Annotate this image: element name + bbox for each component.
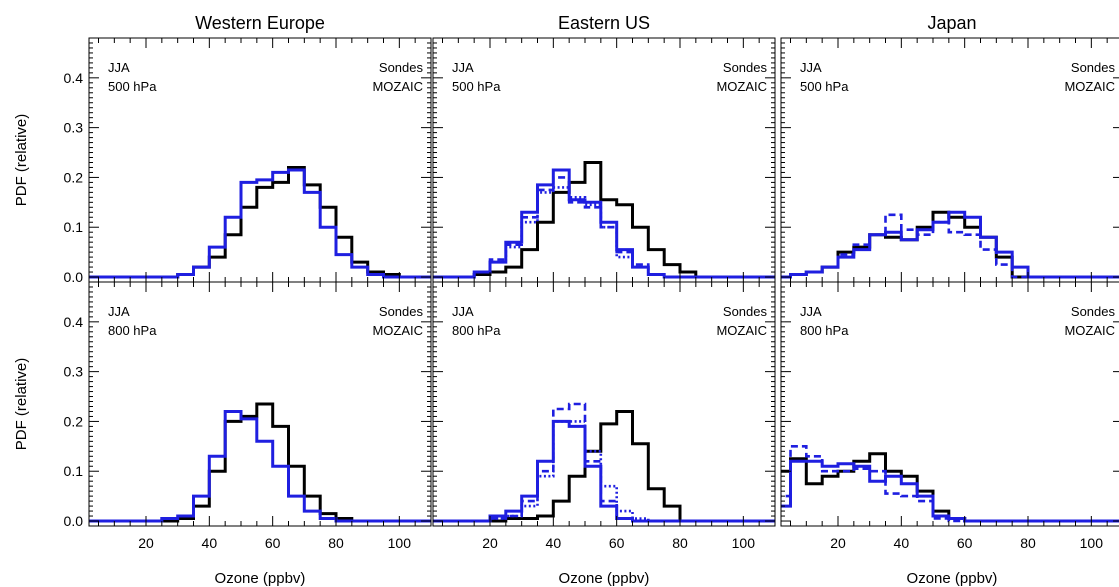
x-tick-label: 20 bbox=[138, 535, 154, 551]
x-tick-label: 80 bbox=[672, 535, 688, 551]
panel: 0.0 0.1 0.2 0.3 0.4 JJA 500 hPa Sondes MOZAIC bbox=[64, 37, 432, 285]
season-label: JJA bbox=[800, 304, 822, 319]
level-label: 800 hPa bbox=[108, 323, 157, 338]
level-label: 500 hPa bbox=[452, 79, 501, 94]
series-line-sondes bbox=[89, 166, 431, 279]
season-label: JJA bbox=[108, 304, 130, 319]
series-group bbox=[89, 402, 431, 523]
legend-mozaic: MOZAIC bbox=[372, 79, 423, 94]
y-tick-label: 0.4 bbox=[64, 314, 84, 330]
y-axis-label: PDF (relative) bbox=[13, 358, 30, 451]
x-tick-label: 40 bbox=[894, 535, 910, 551]
legend-sondes: Sondes bbox=[1071, 304, 1116, 319]
x-tick-label: 20 bbox=[482, 535, 498, 551]
legend-mozaic: MOZAIC bbox=[716, 323, 767, 338]
y-tick-label: 0.1 bbox=[64, 463, 84, 479]
x-axis-label: Ozone (ppbv) bbox=[559, 570, 650, 587]
panel: 20 40 60 80 100 JJA 800 hPa Sondes MOZAIC bbox=[780, 281, 1119, 551]
legend-mozaic: MOZAIC bbox=[1064, 323, 1115, 338]
x-tick-label: 40 bbox=[546, 535, 562, 551]
series-group bbox=[89, 166, 431, 279]
panel: 0.0 0.1 0.2 0.3 0.4 20 40 60 80 100 JJA 800 hPa Sond… bbox=[64, 281, 432, 551]
x-axis-label: Ozone (ppbv) bbox=[215, 570, 306, 587]
legend-sondes: Sondes bbox=[723, 304, 768, 319]
series-group bbox=[433, 402, 775, 523]
legend-sondes: Sondes bbox=[1071, 60, 1116, 75]
series-line-sondes bbox=[433, 161, 775, 279]
y-tick-label: 0.2 bbox=[64, 413, 84, 429]
x-tick-label: 100 bbox=[388, 535, 412, 551]
y-tick-label: 0.3 bbox=[64, 364, 84, 380]
column-title: Japan bbox=[927, 13, 976, 33]
series-line-sondes bbox=[781, 452, 1119, 523]
x-axis-label: Ozone (ppbv) bbox=[907, 570, 998, 587]
series-group bbox=[781, 210, 1119, 279]
y-tick-label: 0.0 bbox=[64, 269, 84, 285]
column-title: Western Europe bbox=[195, 13, 325, 33]
legend-mozaic: MOZAIC bbox=[1064, 79, 1115, 94]
x-tick-label: 60 bbox=[265, 535, 281, 551]
y-tick-label: 0.0 bbox=[64, 513, 84, 529]
x-tick-label: 100 bbox=[1080, 535, 1104, 551]
x-tick-label: 80 bbox=[328, 535, 344, 551]
level-label: 800 hPa bbox=[452, 323, 501, 338]
legend-sondes: Sondes bbox=[379, 60, 424, 75]
season-label: JJA bbox=[800, 60, 822, 75]
level-label: 500 hPa bbox=[108, 79, 157, 94]
y-tick-label: 0.1 bbox=[64, 219, 84, 235]
legend-mozaic: MOZAIC bbox=[716, 79, 767, 94]
series-line-mozaic bbox=[89, 410, 431, 523]
season-label: JJA bbox=[452, 60, 474, 75]
series-group bbox=[781, 445, 1119, 523]
legend-mozaic: MOZAIC bbox=[372, 323, 423, 338]
panel: JJA 500 hPa Sondes MOZAIC bbox=[780, 37, 1119, 283]
y-tick-label: 0.2 bbox=[64, 169, 84, 185]
x-tick-label: 60 bbox=[609, 535, 625, 551]
plot-frame bbox=[780, 281, 1119, 527]
x-tick-label: 100 bbox=[732, 535, 756, 551]
y-tick-label: 0.3 bbox=[64, 120, 84, 136]
plot-frame bbox=[88, 281, 432, 527]
panel: JJA 500 hPa Sondes MOZAIC bbox=[432, 37, 776, 283]
plot-frame bbox=[780, 37, 1119, 283]
season-label: JJA bbox=[108, 60, 130, 75]
legend-sondes: Sondes bbox=[723, 60, 768, 75]
series-line-dashed bbox=[433, 402, 775, 523]
series-group bbox=[433, 161, 775, 279]
x-tick-label: 80 bbox=[1020, 535, 1036, 551]
plot-frame bbox=[432, 281, 776, 527]
legend-sondes: Sondes bbox=[379, 304, 424, 319]
series-line-sondes bbox=[89, 402, 431, 523]
x-tick-label: 40 bbox=[202, 535, 218, 551]
series-line-dashed bbox=[781, 445, 1119, 523]
x-tick-label: 20 bbox=[830, 535, 846, 551]
x-tick-label: 60 bbox=[957, 535, 973, 551]
level-label: 800 hPa bbox=[800, 323, 849, 338]
panel: 20 40 60 80 100 JJA 800 hPa Sondes MOZAIC bbox=[432, 281, 776, 551]
y-tick-label: 0.4 bbox=[64, 70, 84, 86]
series-line-dotted bbox=[433, 186, 775, 279]
level-label: 500 hPa bbox=[800, 79, 849, 94]
series-line-dashed bbox=[781, 213, 1119, 279]
season-label: JJA bbox=[452, 304, 474, 319]
y-axis-label: PDF (relative) bbox=[13, 114, 30, 207]
column-title: Eastern US bbox=[558, 13, 650, 33]
